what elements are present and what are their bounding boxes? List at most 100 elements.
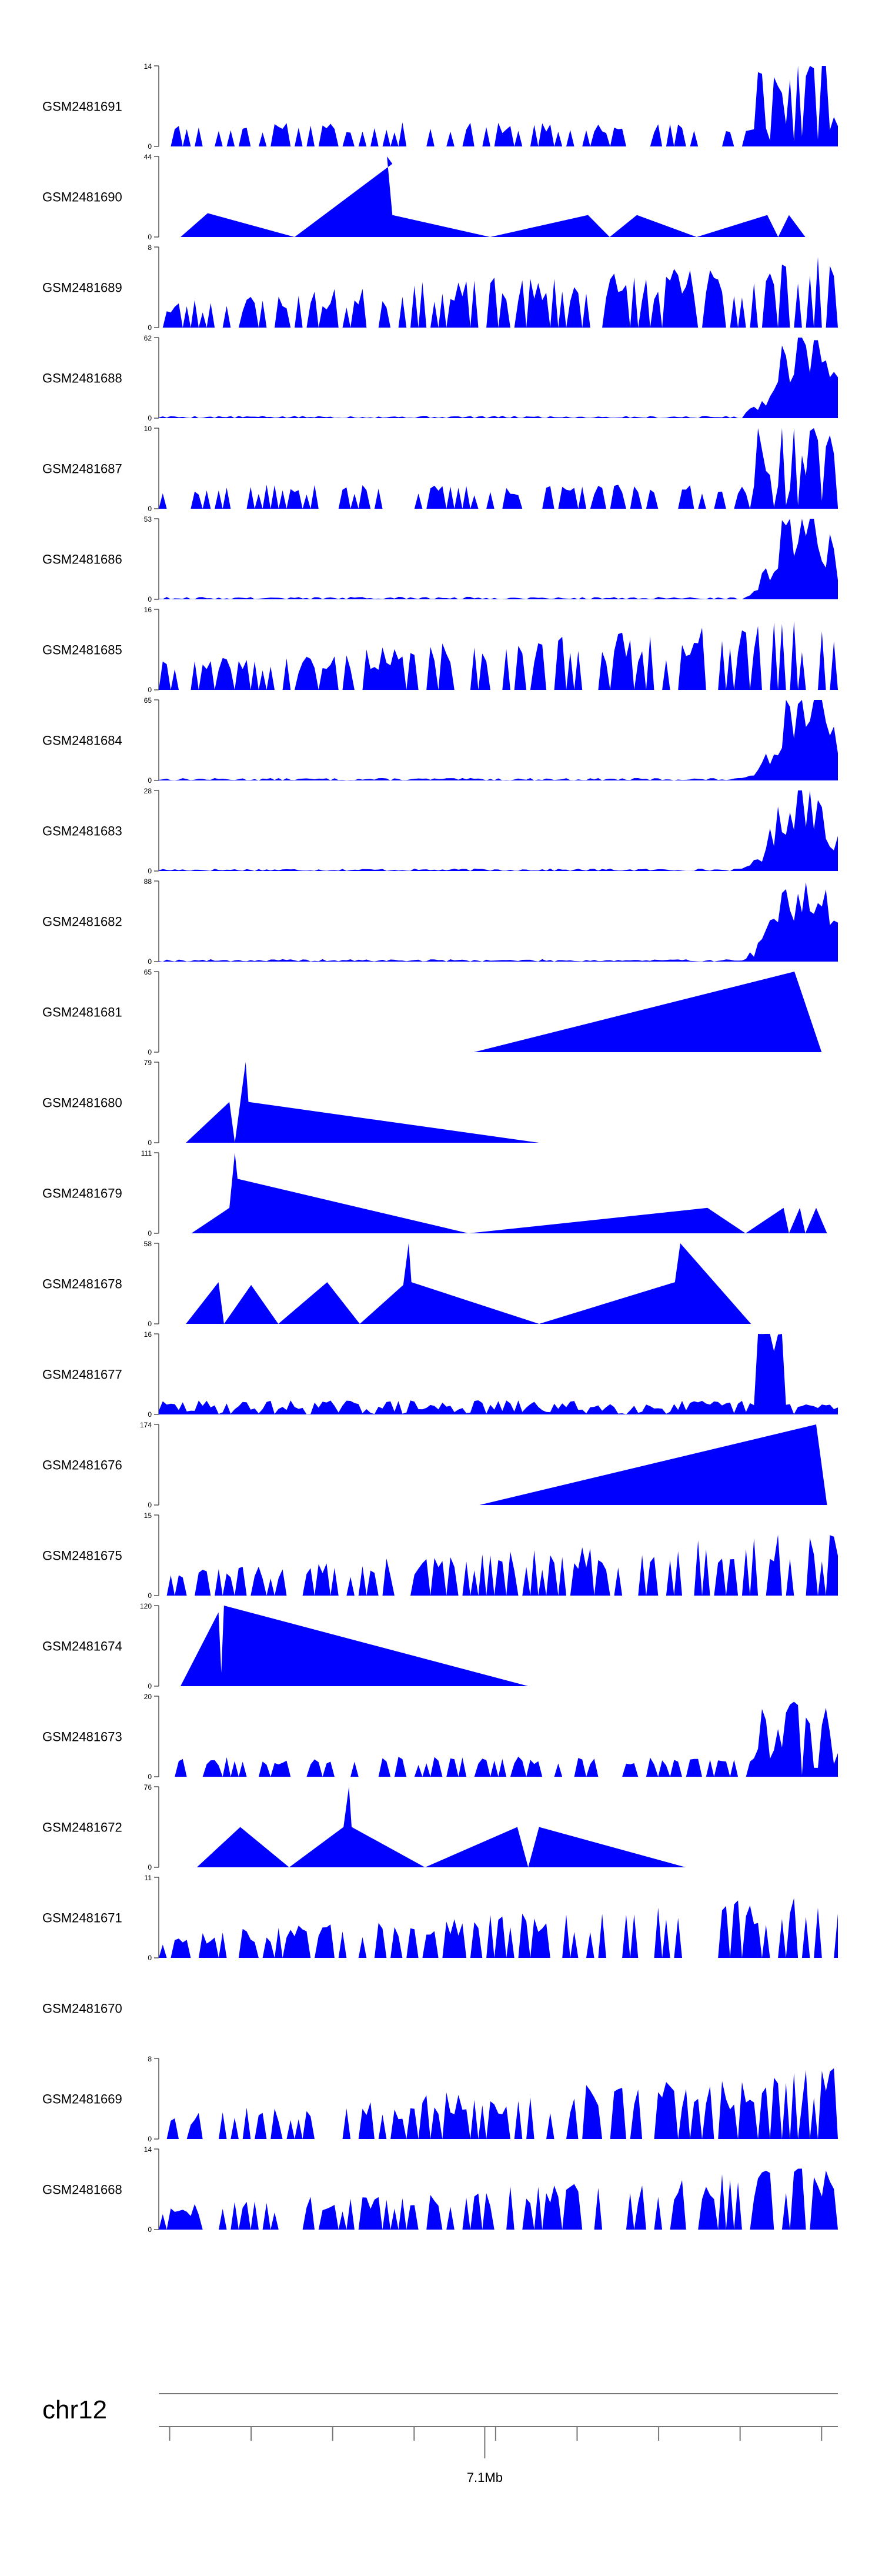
y-min-label: 0 [148, 686, 152, 694]
signal-area [181, 156, 806, 237]
track-label: GSM2481691 [42, 99, 122, 114]
y-max-label: 15 [144, 1511, 152, 1520]
track-GSM2481679: GSM2481679 111 0 [42, 1149, 827, 1237]
track-GSM2481674: GSM2481674 120 0 [42, 1602, 529, 1690]
track-GSM2481685: GSM2481685 16 0 [42, 606, 838, 694]
y-min-label: 0 [148, 414, 152, 422]
y-max-label: 79 [144, 1059, 152, 1067]
track-label: GSM2481677 [42, 1367, 122, 1382]
y-max-label: 28 [144, 787, 152, 795]
y-min-label: 0 [148, 323, 152, 332]
signal-area [159, 1701, 838, 1777]
y-min-label: 0 [148, 1501, 152, 1509]
track-label: GSM2481688 [42, 371, 122, 386]
y-max-label: 11 [145, 1874, 152, 1882]
y-min-label: 0 [148, 1048, 152, 1056]
y-min-label: 0 [148, 1320, 152, 1328]
track-GSM2481669: GSM2481669 8 0 [42, 2055, 838, 2143]
signal-area [159, 519, 838, 599]
track-label: GSM2481674 [42, 1639, 122, 1654]
track-label: GSM2481675 [42, 1549, 122, 1563]
y-max-label: 53 [144, 515, 152, 523]
coordinate-ruler: chr12 7.1Mb [42, 2393, 838, 2485]
y-max-label: 65 [144, 696, 152, 705]
y-max-label: 20 [144, 1693, 152, 1701]
track-GSM2481680: GSM2481680 79 0 [42, 1059, 539, 1147]
y-min-label: 0 [148, 1591, 152, 1600]
signal-area [186, 1062, 539, 1143]
track-GSM2481673: GSM2481673 20 0 [42, 1693, 838, 1781]
track-GSM2481675: GSM2481675 15 0 [42, 1511, 838, 1600]
track-label: GSM2481685 [42, 643, 122, 658]
signal-area [159, 621, 838, 690]
track-GSM2481677: GSM2481677 16 0 [42, 1330, 838, 1419]
signal-area [159, 428, 838, 509]
y-max-label: 44 [144, 153, 152, 161]
track-label: GSM2481672 [42, 1820, 122, 1835]
ruler-ticks: 7.1Mb [169, 2427, 823, 2485]
signal-area [159, 1334, 838, 1414]
track-label: GSM2481681 [42, 1005, 122, 1020]
y-min-label: 0 [148, 1773, 152, 1781]
y-min-label: 0 [148, 1863, 152, 1871]
y-min-label: 0 [148, 867, 152, 875]
track-GSM2481690: GSM2481690 44 0 [42, 153, 806, 241]
track-GSM2481681: GSM2481681 65 0 [42, 968, 822, 1056]
y-min-label: 0 [148, 1954, 152, 1962]
track-label: GSM2481690 [42, 190, 122, 205]
track-GSM2481671: GSM2481671 11 0 [42, 1874, 838, 1962]
y-min-label: 0 [148, 1139, 152, 1147]
signal-area [159, 700, 838, 780]
signal-area [159, 1534, 838, 1596]
signal-area [159, 66, 838, 146]
chromosome-label: chr12 [42, 2395, 107, 2424]
y-max-label: 16 [144, 1330, 152, 1339]
track-label: GSM2481683 [42, 824, 122, 839]
y-max-label: 62 [144, 334, 152, 342]
track-GSM2481687: GSM2481687 10 0 [42, 425, 838, 513]
y-max-label: 76 [144, 1783, 152, 1791]
signal-area [159, 1898, 838, 1958]
y-max-label: 10 [144, 425, 152, 433]
signal-area [196, 1787, 686, 1867]
track-GSM2481678: GSM2481678 58 0 [42, 1240, 751, 1328]
track-label: GSM2481679 [42, 1186, 122, 1201]
y-min-label: 0 [148, 233, 152, 241]
track-label: GSM2481676 [42, 1458, 122, 1473]
signal-area [159, 2168, 838, 2230]
signal-area [191, 1153, 827, 1233]
y-min-label: 0 [148, 1229, 152, 1237]
y-max-label: 111 [141, 1149, 152, 1157]
y-min-label: 0 [148, 505, 152, 513]
signal-area [186, 1243, 751, 1324]
track-GSM2481682: GSM2481682 88 0 [42, 877, 838, 966]
y-max-label: 65 [144, 968, 152, 976]
y-min-label: 0 [148, 957, 152, 966]
y-min-label: 0 [148, 776, 152, 785]
track-GSM2481670: GSM2481670 [42, 2001, 122, 2016]
track-GSM2481688: GSM2481688 62 0 [42, 334, 838, 422]
tracks-layer: GSM2481691140GSM2481690440GSM248168980GS… [42, 62, 838, 2234]
signal-area [181, 1606, 529, 1686]
y-min-label: 0 [148, 595, 152, 603]
signal-area [479, 1424, 827, 1505]
y-max-label: 14 [144, 2145, 152, 2154]
y-min-label: 0 [148, 2225, 152, 2234]
track-GSM2481691: GSM2481691 14 0 [42, 62, 838, 151]
signal-area [159, 338, 838, 418]
track-GSM2481683: GSM2481683 28 0 [42, 787, 838, 875]
y-max-label: 174 [140, 1421, 152, 1429]
y-max-label: 88 [144, 877, 152, 886]
track-GSM2481684: GSM2481684 65 0 [42, 696, 838, 785]
track-label: GSM2481689 [42, 281, 122, 295]
track-label: GSM2481687 [42, 462, 122, 476]
track-GSM2481689: GSM2481689 8 0 [42, 243, 838, 332]
y-min-label: 0 [148, 2135, 152, 2143]
signal-area [159, 882, 838, 962]
signal-area [473, 972, 822, 1052]
signal-area [159, 256, 838, 328]
track-label: GSM2481680 [42, 1096, 122, 1110]
y-min-label: 0 [148, 142, 152, 151]
track-GSM2481672: GSM2481672 76 0 [42, 1783, 686, 1871]
